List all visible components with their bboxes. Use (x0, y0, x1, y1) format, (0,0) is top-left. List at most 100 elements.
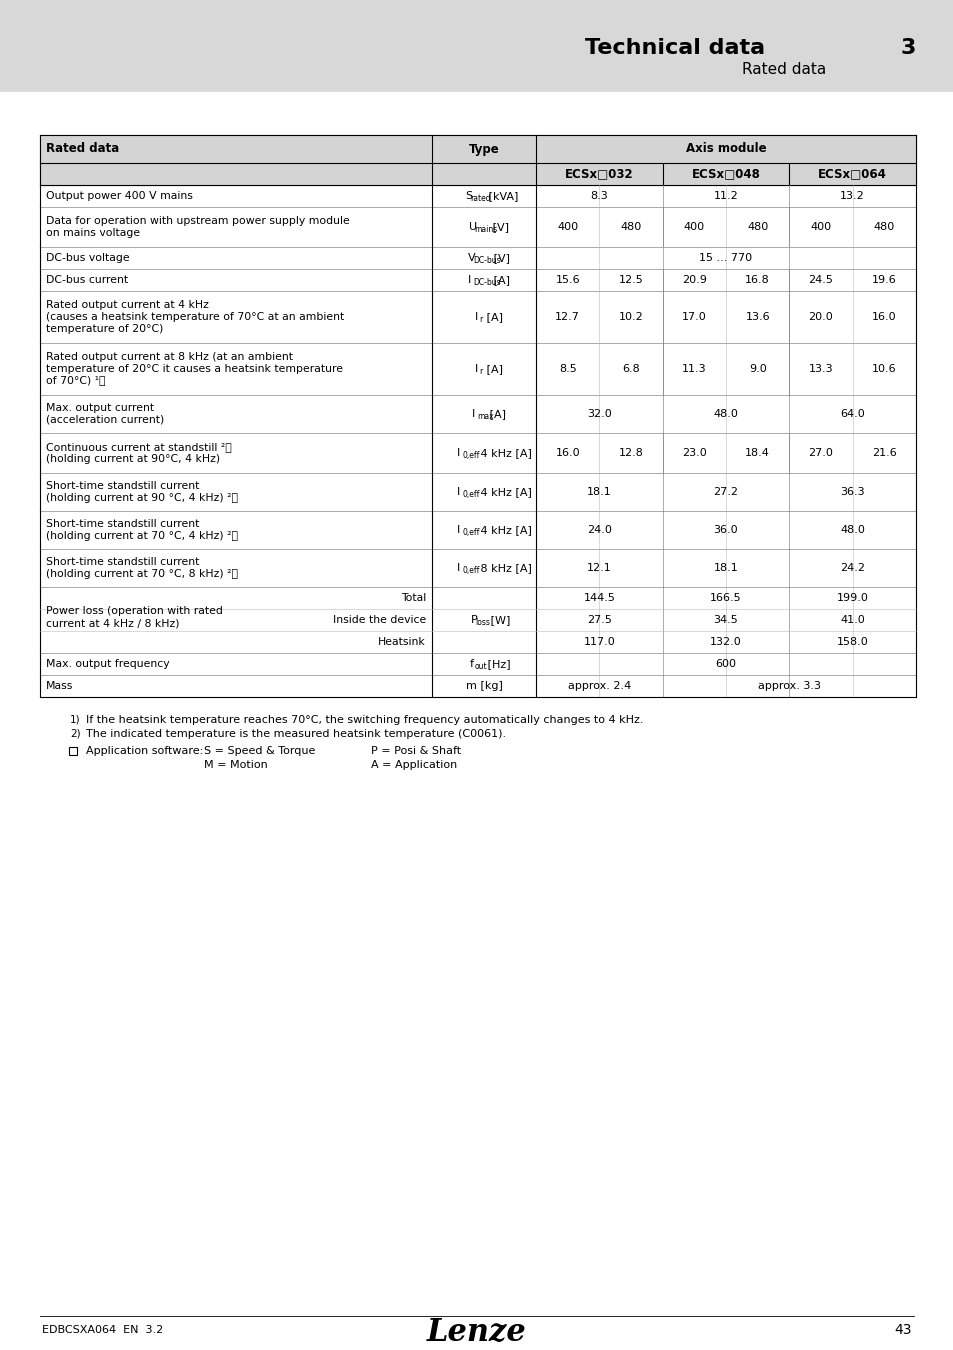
Text: 13.6: 13.6 (744, 312, 769, 323)
Text: [A]: [A] (483, 312, 503, 323)
Text: (holding current at 90°C, 4 kHz): (holding current at 90°C, 4 kHz) (46, 454, 220, 464)
Text: I: I (456, 563, 460, 572)
Text: 18.4: 18.4 (744, 448, 769, 458)
Text: Rated output current at 8 kHz (at an ambient: Rated output current at 8 kHz (at an amb… (46, 352, 293, 363)
Text: [Hz]: [Hz] (483, 659, 510, 670)
Text: [A]: [A] (483, 364, 503, 374)
Text: Rated data: Rated data (741, 62, 825, 77)
Text: 15.6: 15.6 (555, 275, 579, 285)
Text: Max. output frequency: Max. output frequency (46, 659, 170, 670)
Text: Type: Type (468, 143, 498, 155)
Bar (40, 135, 915, 185)
Text: 24.5: 24.5 (808, 275, 833, 285)
Text: 15 ... 770: 15 ... 770 (699, 252, 752, 263)
Text: 3: 3 (900, 38, 915, 58)
Text: 480: 480 (873, 221, 894, 232)
Text: rated: rated (470, 194, 491, 204)
Text: DC-bus: DC-bus (473, 278, 500, 288)
Text: (holding current at 70 °C, 4 kHz) ²⧨: (holding current at 70 °C, 4 kHz) ²⧨ (46, 531, 237, 541)
Text: 27.2: 27.2 (713, 487, 738, 497)
Text: r: r (479, 316, 482, 324)
Text: P: P (470, 616, 476, 625)
Text: 0,eff: 0,eff (462, 566, 479, 575)
Bar (0, 0, 953, 92)
Text: 0,eff: 0,eff (462, 451, 479, 460)
Text: current at 4 kHz / 8 kHz): current at 4 kHz / 8 kHz) (46, 620, 179, 629)
Text: m [kg]: m [kg] (465, 680, 502, 691)
Text: mains: mains (474, 225, 497, 235)
Text: 8 kHz [A]: 8 kHz [A] (476, 563, 531, 572)
Text: 48.0: 48.0 (713, 409, 738, 418)
Text: 10.6: 10.6 (871, 364, 896, 374)
Text: 13.3: 13.3 (808, 364, 832, 374)
Bar (69, 747, 77, 755)
Text: 34.5: 34.5 (713, 616, 738, 625)
Text: [A]: [A] (490, 275, 510, 285)
Text: 2): 2) (70, 729, 81, 738)
Text: approx. 3.3: approx. 3.3 (757, 680, 820, 691)
Text: Lenze: Lenze (427, 1316, 526, 1347)
Text: Short-time standstill current: Short-time standstill current (46, 520, 199, 529)
Text: 19.6: 19.6 (871, 275, 896, 285)
Text: Rated output current at 4 kHz: Rated output current at 4 kHz (46, 301, 209, 310)
Text: 48.0: 48.0 (840, 525, 864, 535)
Text: 20.9: 20.9 (681, 275, 706, 285)
Text: 4 kHz [A]: 4 kHz [A] (476, 525, 531, 535)
Text: 16.0: 16.0 (555, 448, 579, 458)
Text: ECSx□048: ECSx□048 (691, 167, 760, 181)
Text: (holding current at 70 °C, 8 kHz) ²⧨: (holding current at 70 °C, 8 kHz) ²⧨ (46, 568, 237, 579)
Text: 11.2: 11.2 (713, 190, 738, 201)
Text: Data for operation with upstream power supply module: Data for operation with upstream power s… (46, 216, 350, 227)
Text: 158.0: 158.0 (836, 637, 867, 647)
Text: S = Speed & Torque: S = Speed & Torque (204, 747, 315, 756)
Text: Rated data: Rated data (46, 143, 119, 155)
Text: P = Posi & Shaft: P = Posi & Shaft (371, 747, 460, 756)
Text: Power loss (operation with rated: Power loss (operation with rated (46, 606, 223, 616)
Text: 18.1: 18.1 (586, 487, 611, 497)
Text: I: I (475, 364, 477, 374)
Text: Short-time standstill current: Short-time standstill current (46, 481, 199, 491)
Text: approx. 2.4: approx. 2.4 (567, 680, 630, 691)
Text: 36.3: 36.3 (840, 487, 864, 497)
Text: 16.8: 16.8 (744, 275, 769, 285)
Text: 166.5: 166.5 (709, 593, 741, 603)
Text: 27.5: 27.5 (586, 616, 611, 625)
Text: Heatsink: Heatsink (377, 637, 426, 647)
Text: 32.0: 32.0 (586, 409, 611, 418)
Text: I: I (456, 487, 460, 497)
Text: ECSx□032: ECSx□032 (564, 167, 633, 181)
Text: A = Application: A = Application (371, 760, 456, 770)
Text: 8.5: 8.5 (558, 364, 576, 374)
Text: 600: 600 (715, 659, 736, 670)
Text: 24.2: 24.2 (840, 563, 864, 572)
Text: 41.0: 41.0 (840, 616, 864, 625)
Text: M = Motion: M = Motion (204, 760, 268, 770)
Text: (holding current at 90 °C, 4 kHz) ²⧨: (holding current at 90 °C, 4 kHz) ²⧨ (46, 493, 237, 502)
Text: 16.0: 16.0 (871, 312, 896, 323)
Text: 17.0: 17.0 (681, 312, 706, 323)
Text: I: I (467, 275, 471, 285)
Text: I: I (456, 448, 460, 458)
Text: Continuous current at standstill ²⧨: Continuous current at standstill ²⧨ (46, 443, 232, 452)
Text: Output power 400 V mains: Output power 400 V mains (46, 190, 193, 201)
Text: 10.2: 10.2 (618, 312, 642, 323)
Text: Axis module: Axis module (685, 143, 765, 155)
Text: 400: 400 (683, 221, 704, 232)
Text: 20.0: 20.0 (808, 312, 833, 323)
Text: DC-bus: DC-bus (473, 256, 500, 266)
Text: Inside the device: Inside the device (333, 616, 426, 625)
Text: [V]: [V] (488, 221, 508, 232)
Text: I: I (475, 312, 477, 323)
Text: 0,eff: 0,eff (462, 490, 479, 500)
Text: I: I (472, 409, 475, 418)
Text: on mains voltage: on mains voltage (46, 228, 140, 238)
Text: 12.7: 12.7 (555, 312, 579, 323)
Text: 144.5: 144.5 (583, 593, 615, 603)
Text: 4 kHz [A]: 4 kHz [A] (476, 448, 531, 458)
Text: DC-bus voltage: DC-bus voltage (46, 252, 130, 263)
Text: 43: 43 (894, 1323, 911, 1336)
Text: Mass: Mass (46, 680, 73, 691)
Text: 117.0: 117.0 (583, 637, 615, 647)
Text: 400: 400 (557, 221, 578, 232)
Text: [A]: [A] (485, 409, 505, 418)
